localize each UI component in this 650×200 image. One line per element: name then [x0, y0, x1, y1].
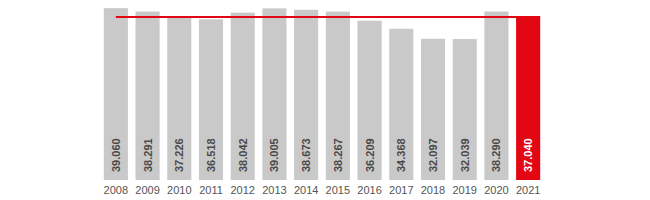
x-axis-labels: 2008 2009 2010 2011 2012 2013 2014 2015 2016 2017…	[104, 184, 541, 196]
data-label: 37.040	[522, 138, 534, 172]
data-label: 32.097	[427, 138, 439, 172]
x-tick-label: 2010	[167, 184, 191, 196]
bar	[136, 12, 160, 180]
bar	[294, 10, 318, 180]
bar	[421, 39, 445, 180]
data-label: 34.368	[395, 138, 407, 172]
bar	[389, 29, 413, 180]
x-tick-label: 2018	[421, 184, 445, 196]
bar	[358, 21, 382, 180]
bar	[516, 17, 540, 180]
chart-svg: 39.060 38.291 37.226 36.518 38.042 39.005 38.6…	[0, 0, 650, 200]
reference-line	[116, 16, 540, 18]
data-label: 39.060	[110, 138, 122, 172]
data-label: 38.042	[237, 138, 249, 172]
bar	[262, 8, 286, 180]
bar	[326, 12, 350, 180]
chart-container: 39.060 38.291 37.226 36.518 38.042 39.005 38.6…	[0, 0, 650, 200]
x-tick-label: 2021	[516, 184, 540, 196]
data-label: 36.518	[205, 138, 217, 172]
data-label: 39.005	[268, 138, 280, 172]
x-tick-label: 2014	[294, 184, 318, 196]
bar	[199, 19, 223, 180]
x-tick-label: 2020	[484, 184, 508, 196]
data-label: 38.291	[142, 138, 154, 172]
x-tick-label: 2019	[452, 184, 476, 196]
x-tick-label: 2011	[199, 184, 223, 196]
x-tick-label: 2017	[389, 184, 413, 196]
data-label: 38.290	[490, 138, 502, 172]
bar	[104, 8, 128, 180]
data-label: 38.267	[332, 138, 344, 172]
data-labels: 39.060 38.291 37.226 36.518 38.042 39.005 38.6…	[110, 138, 534, 172]
bar	[484, 12, 508, 180]
x-tick-label: 2016	[357, 184, 381, 196]
plot-area	[104, 8, 540, 180]
x-tick-label: 2015	[326, 184, 350, 196]
data-label: 38.673	[300, 138, 312, 172]
data-label: 32.039	[459, 138, 471, 172]
x-tick-label: 2009	[135, 184, 159, 196]
bar	[167, 16, 191, 180]
data-label: 36.209	[364, 138, 376, 172]
x-tick-label: 2008	[104, 184, 128, 196]
data-label: 37.226	[173, 138, 185, 172]
bar	[231, 13, 255, 180]
x-tick-label: 2013	[262, 184, 286, 196]
bar	[453, 39, 477, 180]
x-tick-label: 2012	[230, 184, 254, 196]
